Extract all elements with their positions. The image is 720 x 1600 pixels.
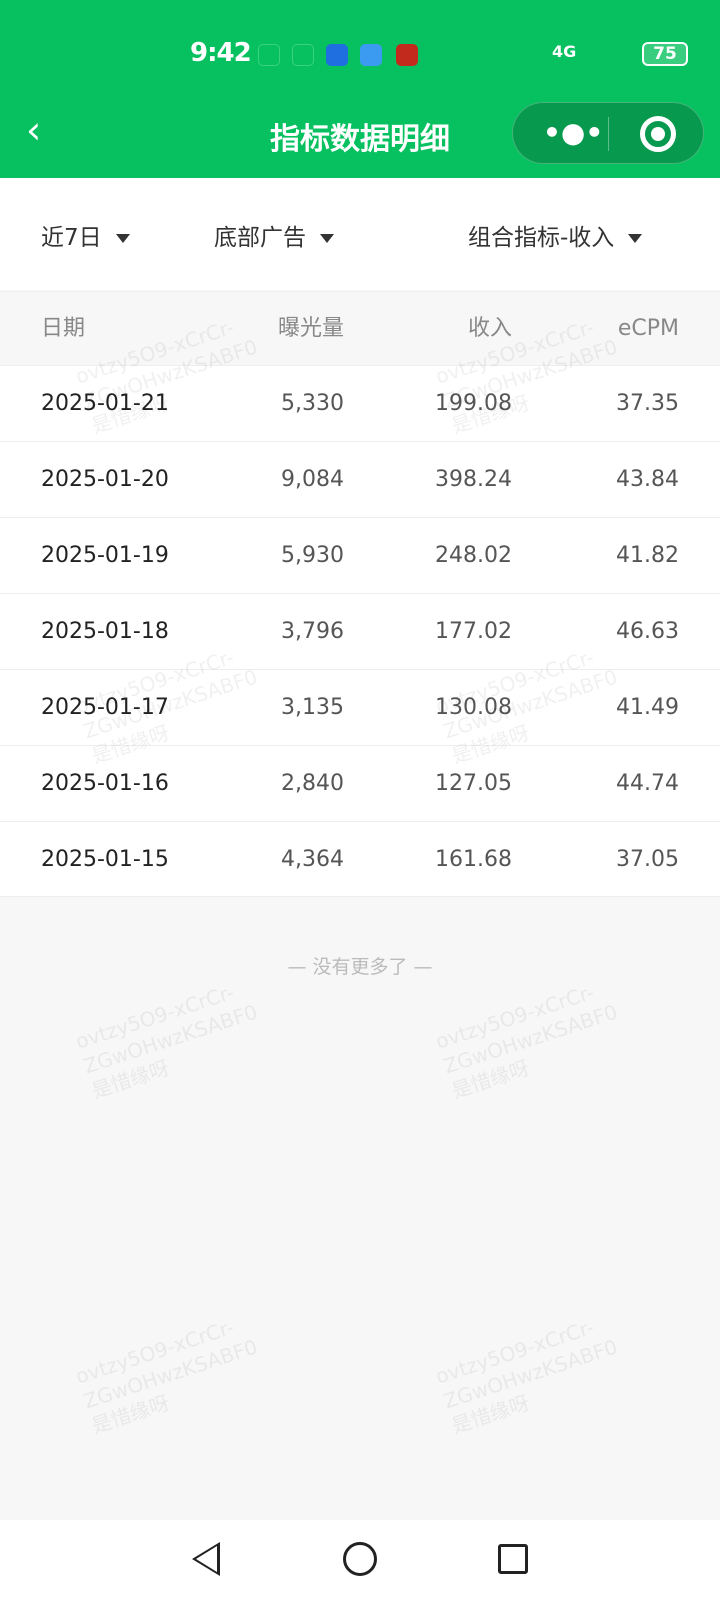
more-dots-icon[interactable]: •●• <box>543 116 604 149</box>
cell-impressions: 5,330 <box>281 391 344 416</box>
cell-revenue: 130.08 <box>435 695 512 720</box>
watermark: ovtzy5O9-xCrCr- ZGwOHwzKSABF0 是惜缘呀 <box>432 979 621 1104</box>
cell-ecpm: 37.35 <box>616 391 679 416</box>
watermark: ovtzy5O9-xCrCr- ZGwOHwzKSABF0 是惜缘呀 <box>72 979 261 1104</box>
header-impressions: 曝光量 <box>277 316 344 341</box>
cell-impressions: 5,930 <box>281 543 344 568</box>
filter-ad-type[interactable]: 底部广告 <box>214 218 334 252</box>
wechat-icon <box>258 44 280 66</box>
caret-down-icon <box>320 234 334 243</box>
cell-ecpm: 44.74 <box>616 771 679 796</box>
table-row: 2025-01-15 4,364 161.68 37.05 <box>0 821 720 897</box>
header-date: 日期 <box>41 316 86 341</box>
table-row: 2025-01-20 9,084 398.24 43.84 <box>0 441 720 517</box>
weather-icon <box>360 44 382 66</box>
caret-down-icon <box>628 234 643 243</box>
target-circle-icon[interactable] <box>640 116 676 152</box>
cell-impressions: 4,364 <box>281 847 344 872</box>
chevron-left-icon[interactable]: ‹ <box>26 108 42 152</box>
cell-date: 2025-01-20 <box>41 467 169 492</box>
recents-square-icon[interactable] <box>498 1544 528 1574</box>
cell-ecpm: 37.05 <box>616 847 679 872</box>
header-bar: 9:42 4G 75 ‹ 指标数据明细 •●• <box>0 0 720 178</box>
back-triangle-icon[interactable] <box>192 1542 220 1576</box>
home-circle-icon[interactable] <box>343 1542 377 1576</box>
cell-date: 2025-01-15 <box>41 847 169 872</box>
cell-revenue: 199.08 <box>435 391 512 416</box>
cell-revenue: 248.02 <box>435 543 512 568</box>
cell-ecpm: 46.63 <box>616 619 679 644</box>
filter-metric[interactable]: 组合指标-收入 <box>468 218 643 252</box>
header-ecpm: eCPM <box>617 316 679 341</box>
cell-impressions: 3,135 <box>281 695 344 720</box>
table-body: 2025-01-21 5,330 199.08 37.35 2025-01-20 9,08… <box>0 365 720 897</box>
cell-date: 2025-01-19 <box>41 543 169 568</box>
watermark: ovtzy5O9-xCrCr- ZGwOHwzKSABF0 是惜缘呀 <box>432 1314 621 1439</box>
divider <box>608 117 609 151</box>
table-header: 日期 曝光量 收入 eCPM <box>0 291 720 365</box>
app-icon <box>326 44 348 66</box>
no-more-text: — 没有更多了 — <box>287 956 433 978</box>
cell-date: 2025-01-17 <box>41 695 169 720</box>
watermark: ovtzy5O9-xCrCr- ZGwOHwzKSABF0 是惜缘呀 <box>72 1314 261 1439</box>
filter-bar: 近7日 底部广告 组合指标-收入 <box>0 178 720 290</box>
page-title: 指标数据明细 <box>270 122 450 157</box>
system-nav-bar <box>0 1520 720 1600</box>
table-row: 2025-01-16 2,840 127.05 44.74 <box>0 745 720 821</box>
table-row: 2025-01-19 5,930 248.02 41.82 <box>0 517 720 593</box>
capsule-menu: •●• <box>512 102 704 164</box>
cell-revenue: 127.05 <box>435 771 512 796</box>
cell-impressions: 9,084 <box>281 467 344 492</box>
status-time: 9:42 <box>190 38 252 68</box>
filter-date-range[interactable]: 近7日 <box>41 218 130 252</box>
cell-date: 2025-01-16 <box>41 771 169 796</box>
table-row: 2025-01-21 5,330 199.08 37.35 <box>0 365 720 441</box>
status-bar: 9:42 4G 75 <box>0 36 720 72</box>
cell-revenue: 177.02 <box>435 619 512 644</box>
caret-down-icon <box>115 234 130 243</box>
battery-icon: 75 <box>642 42 688 66</box>
cell-impressions: 2,840 <box>281 771 344 796</box>
cell-revenue: 161.68 <box>435 847 512 872</box>
table-row: 2025-01-18 3,796 177.02 46.63 <box>0 593 720 669</box>
cell-ecpm: 43.84 <box>616 467 679 492</box>
cell-impressions: 3,796 <box>281 619 344 644</box>
cell-revenue: 398.24 <box>435 467 512 492</box>
cell-date: 2025-01-18 <box>41 619 169 644</box>
cell-ecpm: 41.49 <box>616 695 679 720</box>
network-icon: 4G <box>552 42 577 61</box>
cell-date: 2025-01-21 <box>41 391 169 416</box>
wechat-icon <box>292 44 314 66</box>
game-icon <box>396 44 418 66</box>
header-revenue: 收入 <box>467 316 512 341</box>
table-row: 2025-01-17 3,135 130.08 41.49 <box>0 669 720 745</box>
cell-ecpm: 41.82 <box>616 543 679 568</box>
